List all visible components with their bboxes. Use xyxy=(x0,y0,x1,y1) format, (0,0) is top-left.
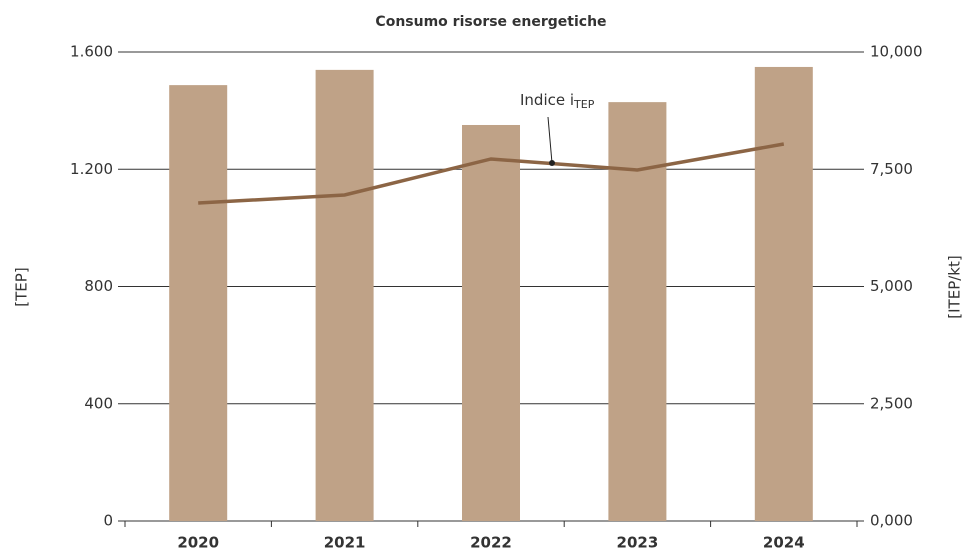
chart-title: Consumo risorse energetiche xyxy=(375,14,606,30)
annotation: Indice iTEP xyxy=(520,91,595,112)
annotation-text: Indice i xyxy=(520,91,574,109)
y-tick-label: 800 xyxy=(84,277,113,295)
y2-tick-label: 7,500 xyxy=(870,160,913,178)
bar xyxy=(608,102,667,521)
x-tick-label: 2023 xyxy=(617,534,659,552)
y-axis-label: [TEP] xyxy=(13,267,31,306)
x-tick-label: 2022 xyxy=(470,534,512,552)
y2-tick-label: 10,000 xyxy=(870,43,923,61)
annotation-leader xyxy=(547,116,553,164)
annotation-sub: TEP xyxy=(573,98,595,111)
bar xyxy=(754,66,813,521)
bar xyxy=(462,124,520,521)
y2-tick-label: 2,500 xyxy=(870,394,913,412)
y-tick-label: 400 xyxy=(84,394,113,412)
x-tick-label: 2021 xyxy=(324,534,366,552)
x-tick-label: 2024 xyxy=(763,534,805,552)
line xyxy=(198,142,785,205)
y2-tick-label: 5,000 xyxy=(870,277,913,295)
annotation-dot xyxy=(549,160,555,166)
x-tick-label: 2020 xyxy=(177,534,219,552)
bar xyxy=(315,69,374,522)
y2-axis-label: [ITEP/kt] xyxy=(946,255,964,318)
y-tick-label: 1.200 xyxy=(70,160,113,178)
bar xyxy=(169,85,228,522)
y-tick-label: 1.600 xyxy=(70,43,113,61)
y-tick-label: 0 xyxy=(103,512,113,530)
y2-tick-label: 0,000 xyxy=(870,512,913,530)
